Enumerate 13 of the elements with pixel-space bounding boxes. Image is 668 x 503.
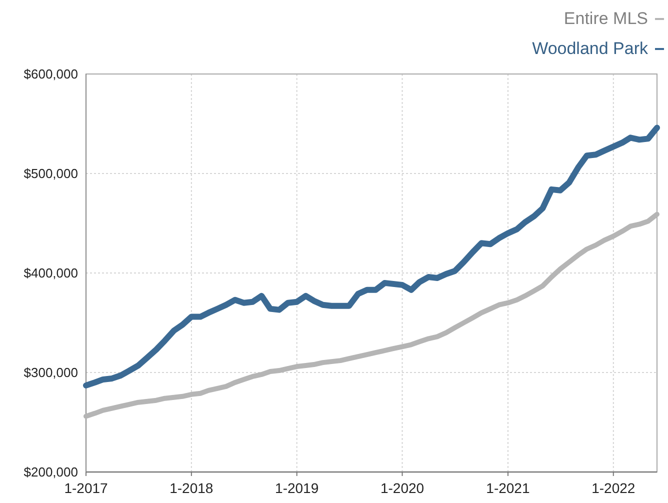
- y-tick-label: $600,000: [24, 66, 78, 82]
- legend-label: Entire MLS: [564, 9, 648, 28]
- x-tick-label: 1-2020: [380, 480, 424, 496]
- y-tick-label: $400,000: [24, 266, 78, 280]
- x-tick-label: 1-2017: [64, 480, 108, 496]
- x-tick-label: 1-2018: [170, 480, 214, 496]
- y-tick-label: $500,000: [24, 166, 78, 181]
- y-tick-label: $200,000: [24, 464, 78, 480]
- x-tick-label: 1-2019: [275, 480, 319, 496]
- x-tick-label: 1-2022: [592, 480, 636, 496]
- x-tick-label: 1-2021: [486, 480, 530, 496]
- y-tick-label: $300,000: [24, 365, 78, 380]
- legend-label: Woodland Park: [532, 39, 648, 58]
